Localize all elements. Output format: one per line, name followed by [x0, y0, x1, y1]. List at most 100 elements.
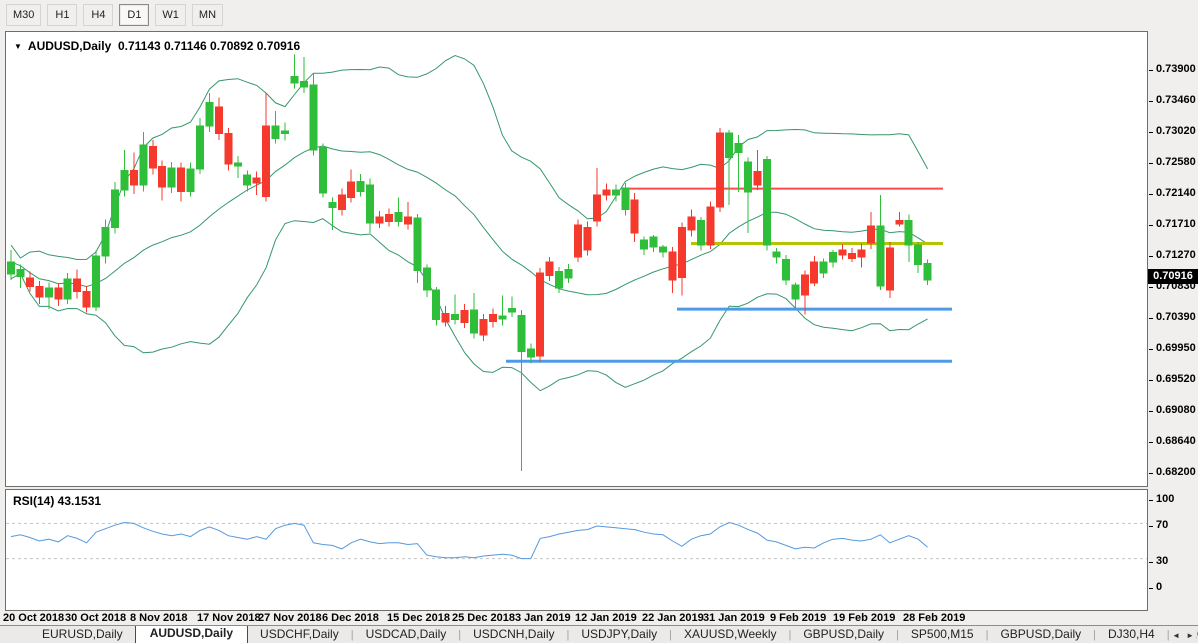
symbol-tab-sp500-m15[interactable]: SP500,M15	[910, 627, 974, 641]
timeframe-button-w1[interactable]: W1	[155, 4, 186, 26]
rsi-tick-label: 30	[1156, 554, 1169, 567]
rsi-indicator-pane[interactable]	[5, 489, 1148, 611]
candle-body	[848, 252, 856, 259]
tab-scroll-left-icon[interactable]: ◄	[1172, 630, 1181, 640]
rsi-chart[interactable]	[6, 490, 1147, 610]
candle-body	[715, 132, 724, 208]
symbol-tabbar: EURUSD,Daily AUDUSD,Daily USDCHF,Daily | USD…	[0, 625, 1198, 643]
rsi-tick-label: 70	[1156, 519, 1169, 532]
bollinger-bands	[10, 54, 929, 392]
date-label: 6 Dec 2018	[322, 612, 379, 624]
tab-scroll-buttons: ◄ ►	[1170, 627, 1196, 643]
price-tick-label: 0.69080	[1156, 404, 1196, 416]
rsi-tick-label: 100	[1156, 493, 1175, 505]
date-axis[interactable]: 20 Oct 2018 30 Oct 2018 8 Nov 2018 17 Nov 2…	[0, 611, 1198, 625]
candle-body	[470, 309, 478, 334]
candle-body	[73, 278, 82, 293]
timeframe-button-d1[interactable]: D1	[119, 4, 150, 26]
price-tick	[1149, 132, 1153, 133]
date-label: 8 Nov 2018	[130, 612, 188, 624]
candle-body	[507, 307, 516, 313]
symbol-tab-usdchf-daily[interactable]: USDCHF,Daily	[260, 627, 339, 641]
symbol-tab-usdcnh-daily[interactable]: USDCNH,Daily	[473, 627, 555, 641]
symbol-tab-gbpusd-daily[interactable]: GBPUSD,Daily	[803, 627, 885, 641]
candle-body	[725, 132, 734, 159]
rsi-tick	[1149, 588, 1153, 589]
tab-separator: |	[1093, 629, 1097, 641]
tab-separator: |	[669, 629, 673, 641]
candle-body	[526, 348, 535, 358]
candle-body	[7, 261, 15, 275]
candle-body	[25, 277, 34, 288]
chart-symbol-label: AUDUSD,Daily	[27, 39, 112, 53]
tab-separator: |	[788, 629, 792, 641]
price-tick-label: 0.69520	[1156, 373, 1196, 385]
candle-body	[602, 189, 611, 196]
date-label: 12 Jan 2019	[575, 612, 637, 624]
candle-body	[517, 314, 526, 352]
price-tick	[1149, 225, 1153, 226]
bollinger-middle-band[interactable]	[10, 145, 928, 296]
tab-scroll-right-icon[interactable]: ►	[1186, 630, 1194, 640]
date-label: 22 Jan 2019	[642, 612, 704, 624]
timeframe-button-h4[interactable]: H4	[83, 4, 114, 26]
candle-body	[895, 219, 904, 225]
timeframe-button-m30[interactable]: M30	[6, 4, 42, 26]
candle-body	[403, 216, 412, 225]
candle-body	[923, 262, 932, 281]
price-tick	[1149, 101, 1153, 102]
symbol-tab-xauusd-weekly[interactable]: XAUUSD,Weekly	[684, 627, 777, 641]
symbol-tab-usdcad-daily[interactable]: USDCAD,Daily	[365, 627, 447, 641]
price-tick-label: 0.68640	[1156, 435, 1196, 447]
date-label: 15 Dec 2018	[387, 612, 450, 624]
candle-body	[488, 314, 497, 323]
candle-body	[866, 225, 875, 244]
rsi-tick	[1149, 526, 1153, 528]
candle-body	[385, 214, 393, 223]
tab-separator: |	[985, 629, 989, 641]
candle-body	[555, 271, 564, 289]
tab-separator: |	[350, 629, 354, 641]
candle-body	[413, 217, 422, 271]
candle-body	[252, 177, 261, 184]
timeframe-button-mn[interactable]: MN	[191, 4, 224, 26]
candle-body	[356, 181, 365, 192]
price-tick-label: 0.69950	[1156, 342, 1196, 354]
rsi-line[interactable]	[10, 521, 928, 560]
candle-body	[763, 159, 771, 246]
price-chart-pane[interactable]	[5, 31, 1148, 487]
candle-body	[167, 167, 176, 188]
candlestick-chart[interactable]	[6, 32, 1147, 486]
horizontal-level-lines	[506, 187, 952, 363]
price-tick-label: 0.73020	[1156, 125, 1196, 137]
candle-body	[233, 162, 242, 167]
candle-body	[621, 187, 630, 211]
symbol-tab-gbpusd-daily[interactable]: GBPUSD,Daily	[1000, 627, 1082, 641]
candle-body	[139, 144, 148, 186]
current-price-badge: 0.70916	[1148, 269, 1198, 284]
symbol-tab-usdjpy-daily[interactable]: USDJPY,Daily	[581, 627, 658, 641]
candle-body	[592, 194, 601, 222]
date-label: 28 Feb 2019	[903, 612, 966, 624]
candle-body	[328, 202, 337, 209]
symbol-tab-dj30-h4[interactable]: DJ30,H4	[1108, 627, 1155, 641]
price-tick	[1149, 256, 1153, 257]
candle-body	[243, 174, 252, 186]
price-axis[interactable]: 0.73900 0.73460 0.73020 0.72580 0.72140 0.717…	[1148, 31, 1198, 625]
bollinger-lower-band[interactable]	[10, 218, 928, 392]
candle-body	[205, 102, 214, 127]
symbol-tab-eurusd-daily[interactable]: EURUSD,Daily	[42, 627, 123, 641]
price-tick-label: 0.71270	[1156, 249, 1196, 261]
price-tick-label: 0.70390	[1156, 311, 1196, 323]
candle-body	[810, 261, 819, 284]
candle-body	[299, 81, 308, 88]
candle-body	[441, 312, 450, 323]
bollinger-upper-band[interactable]	[10, 54, 929, 261]
candle-body	[337, 194, 346, 211]
candle-body	[914, 244, 923, 266]
candle-body	[876, 225, 885, 287]
price-tick	[1149, 194, 1153, 195]
symbol-tab-audusd-daily[interactable]: AUDUSD,Daily	[134, 626, 249, 643]
timeframe-button-h1[interactable]: H1	[47, 4, 78, 26]
